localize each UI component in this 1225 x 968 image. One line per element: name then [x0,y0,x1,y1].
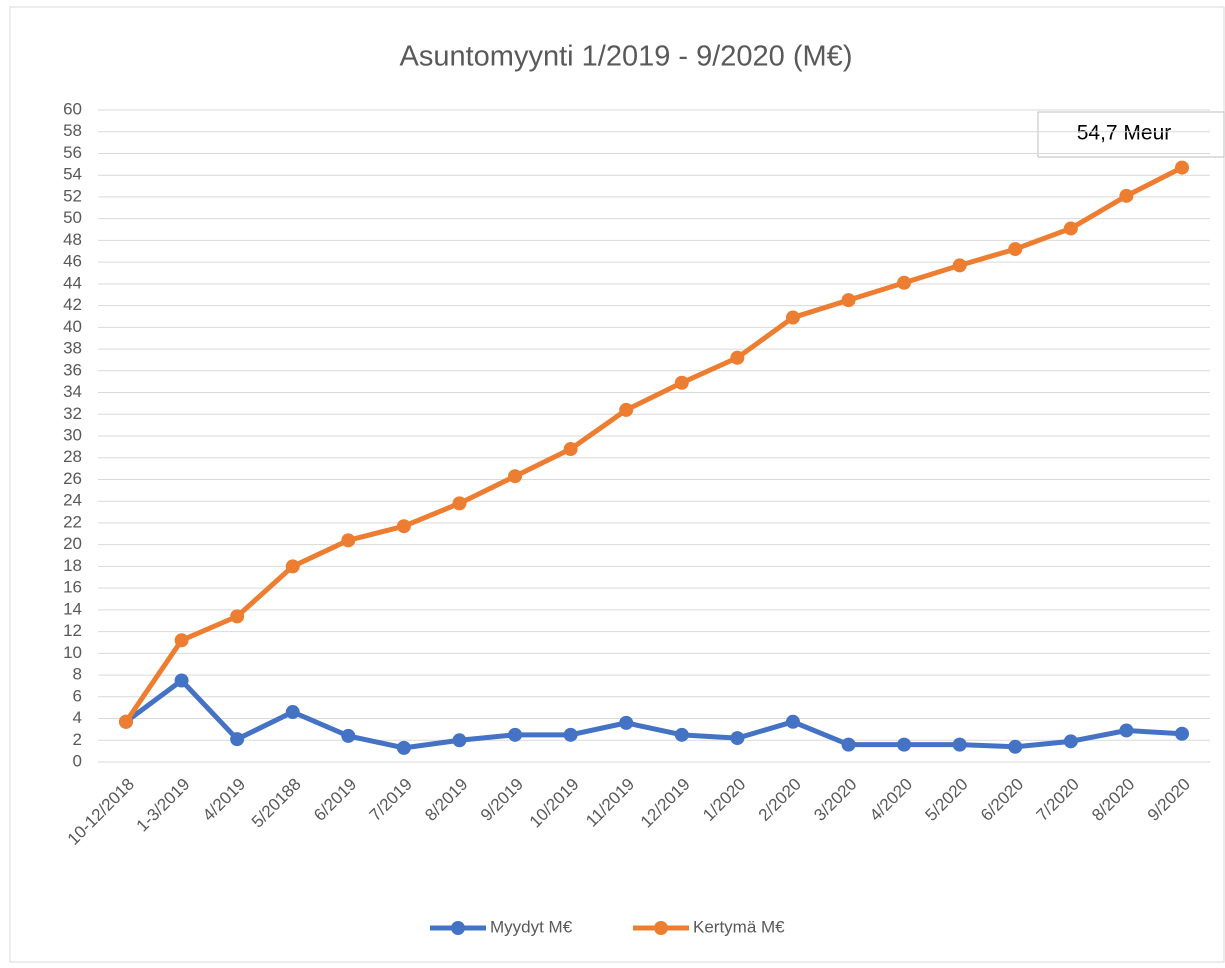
series-line [123,165,1184,724]
point [897,275,912,290]
y-tick-label: 44 [63,273,82,292]
point [452,733,467,748]
series-line [124,678,1183,751]
y-tick-label: 28 [63,447,82,466]
point [674,375,689,390]
point [230,732,245,747]
legend-marker [451,921,465,935]
y-tick-label: 8 [73,665,82,684]
legend-label: Myydyt M€ [490,917,573,936]
point [1008,242,1023,257]
point [563,442,578,457]
y-tick-label: 24 [63,491,82,510]
y-tick-label: 58 [63,121,82,140]
point [341,728,356,743]
y-tick-label: 54 [63,165,82,184]
y-tick-label: 38 [63,339,82,358]
y-tick-label: 40 [63,317,82,336]
annotation-box [1037,111,1225,158]
point [119,714,133,729]
y-tick-label: 32 [63,404,82,423]
point [674,727,689,742]
point [841,737,856,752]
point [897,737,912,752]
point [1119,188,1134,203]
point [396,519,411,534]
point [563,727,578,742]
point [1063,221,1078,236]
y-tick-label: 22 [63,512,82,531]
y-tick-label: 36 [63,360,82,379]
y-tick-label: 14 [63,599,82,618]
chart-title: Asuntomyynti 1/2019 - 9/2020 (M€) [400,41,853,73]
point [1119,723,1134,738]
y-tick-label: 6 [73,686,82,705]
y-tick-label: 26 [63,469,82,488]
point [1008,739,1023,754]
point [841,293,856,308]
y-tick-label: 48 [63,230,82,249]
y-tick-label: 60 [63,99,82,118]
annotation: 54,7 Meur [1077,122,1172,145]
y-tick-label: 4 [73,708,82,727]
point [285,705,300,720]
point [785,714,800,729]
point [341,533,356,548]
y-tick-label: 0 [73,751,82,770]
y-tick-label: 20 [63,534,82,553]
y-tick-label: 52 [63,186,82,205]
y-tick-label: 46 [63,252,82,271]
point [619,715,634,730]
point [396,740,411,755]
point [952,258,967,273]
point [230,609,245,624]
point [730,731,745,746]
legend-marker [654,921,668,935]
y-tick-label: 18 [63,556,82,575]
y-tick-label: 16 [63,578,82,597]
point [174,673,189,688]
y-tick-label: 42 [63,295,82,314]
legend-label: Kertymä M€ [693,917,785,936]
y-tick-label: 10 [63,643,82,662]
y-tick-label: 30 [63,425,82,444]
point [730,350,745,365]
chart-frame [9,6,1225,963]
point [952,737,967,752]
y-tick-label: 34 [63,382,82,401]
point [1175,160,1189,175]
y-tick-label: 50 [63,208,82,227]
point [452,496,467,511]
point [508,727,523,742]
point [1063,734,1078,749]
y-tick-label: 2 [73,730,82,749]
point [174,633,189,648]
point [285,559,300,574]
point [1175,726,1189,741]
y-tick-label: 12 [63,621,82,640]
point [508,469,523,484]
point [619,402,634,417]
point [785,310,800,325]
y-tick-label: 56 [63,143,82,162]
